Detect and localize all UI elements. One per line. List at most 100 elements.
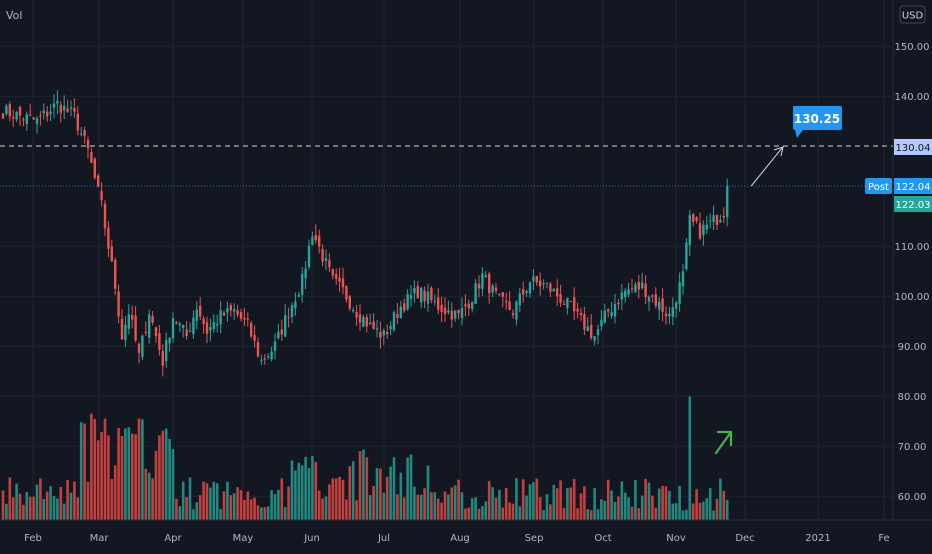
volume-bar — [464, 508, 467, 520]
time-tick-label: Mar — [90, 533, 110, 544]
volume-bar — [549, 504, 552, 520]
currency-badge[interactable]: USD — [899, 5, 926, 24]
volume-bar — [593, 488, 596, 520]
candle-body — [447, 310, 450, 313]
volume-bar — [640, 495, 644, 520]
candle-body — [365, 317, 368, 327]
volume-bar — [613, 502, 617, 520]
volume-bar — [90, 413, 93, 520]
price-tick-label: 110.00 — [895, 242, 930, 253]
candle-body — [416, 286, 419, 299]
currency-badge-box — [899, 5, 926, 24]
candle-body — [63, 105, 66, 111]
candle-body — [566, 297, 569, 309]
volume-bar — [538, 497, 542, 520]
candle-body — [695, 217, 698, 221]
volume-bar — [430, 492, 433, 520]
volume-bar — [171, 449, 175, 520]
volume-bar — [433, 492, 437, 520]
volume-bar — [120, 436, 124, 520]
candle-body — [202, 318, 205, 325]
target-line-box — [894, 139, 932, 155]
volume-bar — [426, 465, 430, 520]
volume-bar — [566, 488, 569, 520]
time-tick-label: Jun — [303, 533, 320, 544]
candle-body — [515, 301, 518, 320]
time-tick-label: Nov — [666, 533, 686, 544]
candle-body — [688, 215, 691, 246]
volume-bar — [195, 502, 199, 520]
volume-bar — [314, 462, 318, 520]
volume-bar — [158, 435, 161, 520]
candle-body — [114, 260, 117, 289]
volume-bar — [280, 478, 284, 520]
candle-body — [273, 341, 277, 351]
candle-body — [100, 191, 103, 201]
price-tick-label: 90.00 — [898, 342, 927, 353]
volume-bar — [168, 438, 171, 520]
candle-body — [671, 307, 674, 318]
volume-bar — [249, 499, 253, 520]
volume-bar — [535, 478, 539, 520]
candle-body — [297, 295, 300, 297]
volume-bar — [406, 457, 409, 520]
candle-body — [430, 288, 433, 301]
volume-bar — [528, 484, 532, 520]
candle-body — [491, 285, 494, 293]
candle-body — [433, 301, 436, 303]
volume-bar — [385, 476, 389, 520]
volume-bar — [603, 500, 607, 520]
candle-body — [39, 115, 42, 117]
candle-body — [141, 335, 144, 358]
candle-body — [464, 304, 467, 307]
candle-body — [175, 321, 178, 324]
volume-bar — [365, 457, 369, 520]
candle-body — [69, 107, 73, 109]
currency-badge-text: USD — [902, 11, 924, 22]
volume-bar — [715, 498, 719, 520]
candle-body — [294, 301, 297, 309]
candle-body — [12, 117, 15, 119]
candle-body — [284, 315, 287, 337]
time-axis[interactable]: Feb Mar Apr May Jun Jul Aug Sep Oct Nov Dec 2021 Fe — [0, 519, 932, 544]
candle-body — [634, 284, 637, 293]
volume-bar — [719, 478, 722, 520]
volume-bar — [651, 495, 654, 520]
candle-body — [624, 290, 627, 298]
volume-bar — [644, 478, 647, 520]
time-tick-label: Aug — [450, 533, 470, 544]
price-axis[interactable]: 150.00 140.00 110.00 100.00 90.00 80.00 70.00 6… — [895, 42, 930, 503]
candle-body — [199, 305, 202, 317]
candle-body — [90, 152, 93, 163]
candle-body — [372, 321, 375, 329]
candle-body — [403, 303, 406, 311]
candle-body — [460, 307, 464, 319]
candle-body — [192, 317, 195, 335]
volume-bar — [137, 418, 141, 520]
candle-body — [124, 324, 127, 341]
candle-body — [596, 329, 600, 336]
volume-bar — [263, 507, 267, 520]
volume-bar — [712, 510, 715, 520]
candle-body — [471, 302, 474, 310]
candle-body — [369, 322, 372, 325]
volume-bar — [1, 490, 5, 520]
candle-body — [498, 293, 501, 295]
candle-body — [586, 326, 589, 332]
volume-bar — [49, 486, 52, 520]
candle-body — [573, 297, 576, 312]
candle-body — [494, 287, 498, 291]
candle-body — [66, 108, 69, 112]
time-tick-label: Fe — [878, 533, 889, 544]
candle-body — [709, 220, 712, 222]
volume-bar — [338, 476, 341, 520]
candle-body — [277, 331, 280, 339]
candle-body — [301, 273, 304, 295]
volume-bar — [79, 422, 83, 520]
target-callout[interactable]: 130.25 — [793, 106, 842, 138]
candle-body — [545, 282, 549, 284]
candle-body — [644, 283, 647, 298]
candle-body — [93, 158, 96, 178]
